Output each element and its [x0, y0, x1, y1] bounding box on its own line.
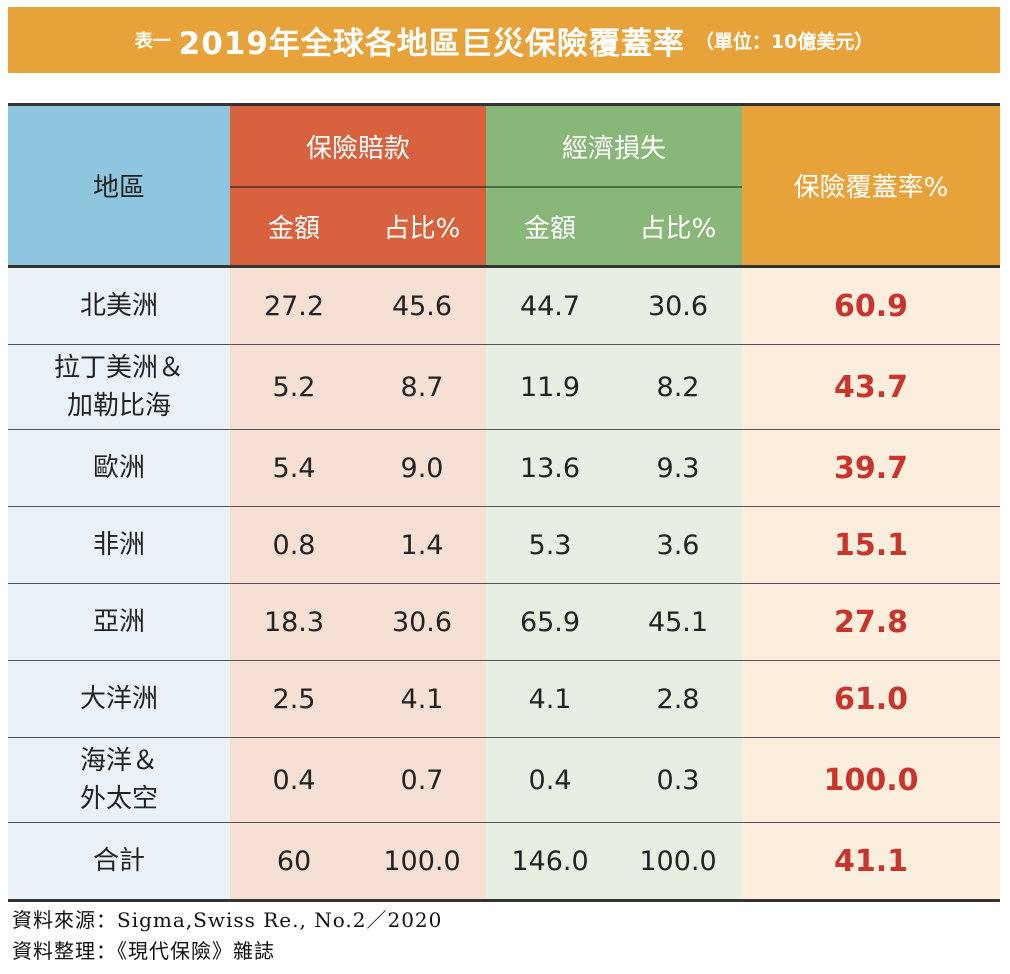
title-banner: 表一 2019年全球各地區巨災保險覆蓋率 （單位：10億美元） [8, 7, 1000, 73]
region-label-line: 外太空 [79, 784, 158, 814]
cell-loss-amount: 11.9 [486, 344, 615, 430]
header-claims: 保險賠款 [230, 106, 487, 187]
cell-loss-amount: 4.1 [486, 660, 615, 738]
cell-region: 亞洲 [8, 583, 230, 661]
cell-claims-amount: 0.8 [230, 506, 358, 584]
cell-loss-share: 3.6 [614, 506, 743, 584]
region-label-line: 亞洲 [92, 607, 145, 637]
cell-loss-amount: 44.7 [486, 265, 615, 345]
coverage-table: 地區 保險賠款 經濟損失 保險覆蓋率% 金額 占比% 金額 占比% 北美洲 27.… [8, 106, 1001, 902]
cell-loss-share: 9.3 [614, 429, 743, 507]
region-label-line: 北美洲 [79, 291, 158, 321]
header-economic-loss: 經濟損失 [486, 106, 743, 187]
table-title: 2019年全球各地區巨災保險覆蓋率 [178, 25, 685, 62]
region-label-line: 加勒比海 [66, 391, 171, 421]
table-row: 歐洲 5.4 9.0 13.6 9.3 39.7 [8, 429, 1001, 507]
region-label-line: 合計 [92, 846, 145, 876]
cell-claims-share: 0.7 [358, 737, 487, 823]
cell-claims-share: 1.4 [358, 506, 487, 584]
cell-loss-share: 2.8 [614, 660, 743, 738]
cell-claims-share: 8.7 [358, 344, 487, 430]
region-label-line: 歐洲 [92, 453, 145, 483]
cell-loss-share: 30.6 [614, 265, 743, 345]
cell-loss-share: 45.1 [614, 583, 743, 661]
cell-region: 歐洲 [8, 429, 230, 507]
cell-region: 非洲 [8, 506, 230, 584]
cell-claims-share: 9.0 [358, 429, 487, 507]
cell-coverage-rate: 15.1 [742, 506, 1001, 584]
header-claims-share: 占比% [358, 186, 487, 267]
table-row: 亞洲 18.3 30.6 65.9 45.1 27.8 [8, 583, 1001, 661]
cell-claims-amount: 60 [230, 822, 358, 902]
region-label-line: 非洲 [92, 530, 145, 560]
compiled-note: 資料整理：《現代保險》雜誌 [12, 939, 275, 963]
table-row: 海洋＆ 外太空 0.4 0.7 0.4 0.3 100.0 [8, 737, 1001, 823]
header-loss-share: 占比% [614, 186, 743, 267]
cell-coverage-rate: 60.9 [742, 265, 1001, 345]
cell-loss-share: 0.3 [614, 737, 743, 823]
cell-region: 合計 [8, 822, 230, 902]
cell-claims-amount: 18.3 [230, 583, 358, 661]
cell-claims-share: 45.6 [358, 265, 487, 345]
cell-loss-amount: 5.3 [486, 506, 615, 584]
table-number: 表一 [134, 31, 171, 52]
cell-coverage-rate: 39.7 [742, 429, 1001, 507]
cell-loss-amount: 65.9 [486, 583, 615, 661]
cell-loss-share: 8.2 [614, 344, 743, 430]
cell-claims-amount: 2.5 [230, 660, 358, 738]
table-row: 非洲 0.8 1.4 5.3 3.6 15.1 [8, 506, 1001, 584]
cell-loss-amount: 146.0 [486, 822, 615, 902]
region-label-line: 大洋洲 [79, 684, 158, 714]
cell-region: 拉丁美洲＆ 加勒比海 [8, 344, 230, 430]
region-label-line: 海洋＆ [79, 746, 158, 776]
header-coverage-rate: 保險覆蓋率% [742, 106, 1001, 267]
cell-loss-share: 100.0 [614, 822, 743, 902]
region-label-line: 拉丁美洲＆ [53, 353, 184, 383]
cell-coverage-rate: 100.0 [742, 737, 1001, 823]
cell-region: 北美洲 [8, 265, 230, 345]
cell-coverage-rate: 43.7 [742, 344, 1001, 430]
cell-claims-share: 100.0 [358, 822, 487, 902]
cell-region: 大洋洲 [8, 660, 230, 738]
cell-loss-amount: 0.4 [486, 737, 615, 823]
table-row: 合計 60 100.0 146.0 100.0 41.1 [8, 822, 1001, 902]
header-claims-amount: 金額 [230, 186, 358, 267]
cell-loss-amount: 13.6 [486, 429, 615, 507]
cell-coverage-rate: 27.8 [742, 583, 1001, 661]
cell-claims-amount: 27.2 [230, 265, 358, 345]
cell-claims-amount: 5.4 [230, 429, 358, 507]
header-loss-amount: 金額 [486, 186, 615, 267]
cell-region: 海洋＆ 外太空 [8, 737, 230, 823]
cell-claims-amount: 5.2 [230, 344, 358, 430]
table-row: 拉丁美洲＆ 加勒比海 5.2 8.7 11.9 8.2 43.7 [8, 344, 1001, 430]
table-row: 大洋洲 2.5 4.1 4.1 2.8 61.0 [8, 660, 1001, 738]
table-row: 北美洲 27.2 45.6 44.7 30.6 60.9 [8, 265, 1001, 345]
cell-claims-share: 30.6 [358, 583, 487, 661]
cell-claims-amount: 0.4 [230, 737, 358, 823]
cell-coverage-rate: 41.1 [742, 822, 1001, 902]
unit-note: （單位：10億美元） [694, 30, 874, 53]
source-note: 資料來源：Sigma,Swiss Re., No.2／2020 [12, 908, 443, 932]
cell-claims-share: 4.1 [358, 660, 487, 738]
cell-coverage-rate: 61.0 [742, 660, 1001, 738]
table-body: 北美洲 27.2 45.6 44.7 30.6 60.9 拉丁美洲＆ 加勒比海 5.2 8.7 11… [8, 265, 1001, 902]
header-region: 地區 [8, 106, 230, 267]
table-top-rule [8, 103, 1000, 106]
